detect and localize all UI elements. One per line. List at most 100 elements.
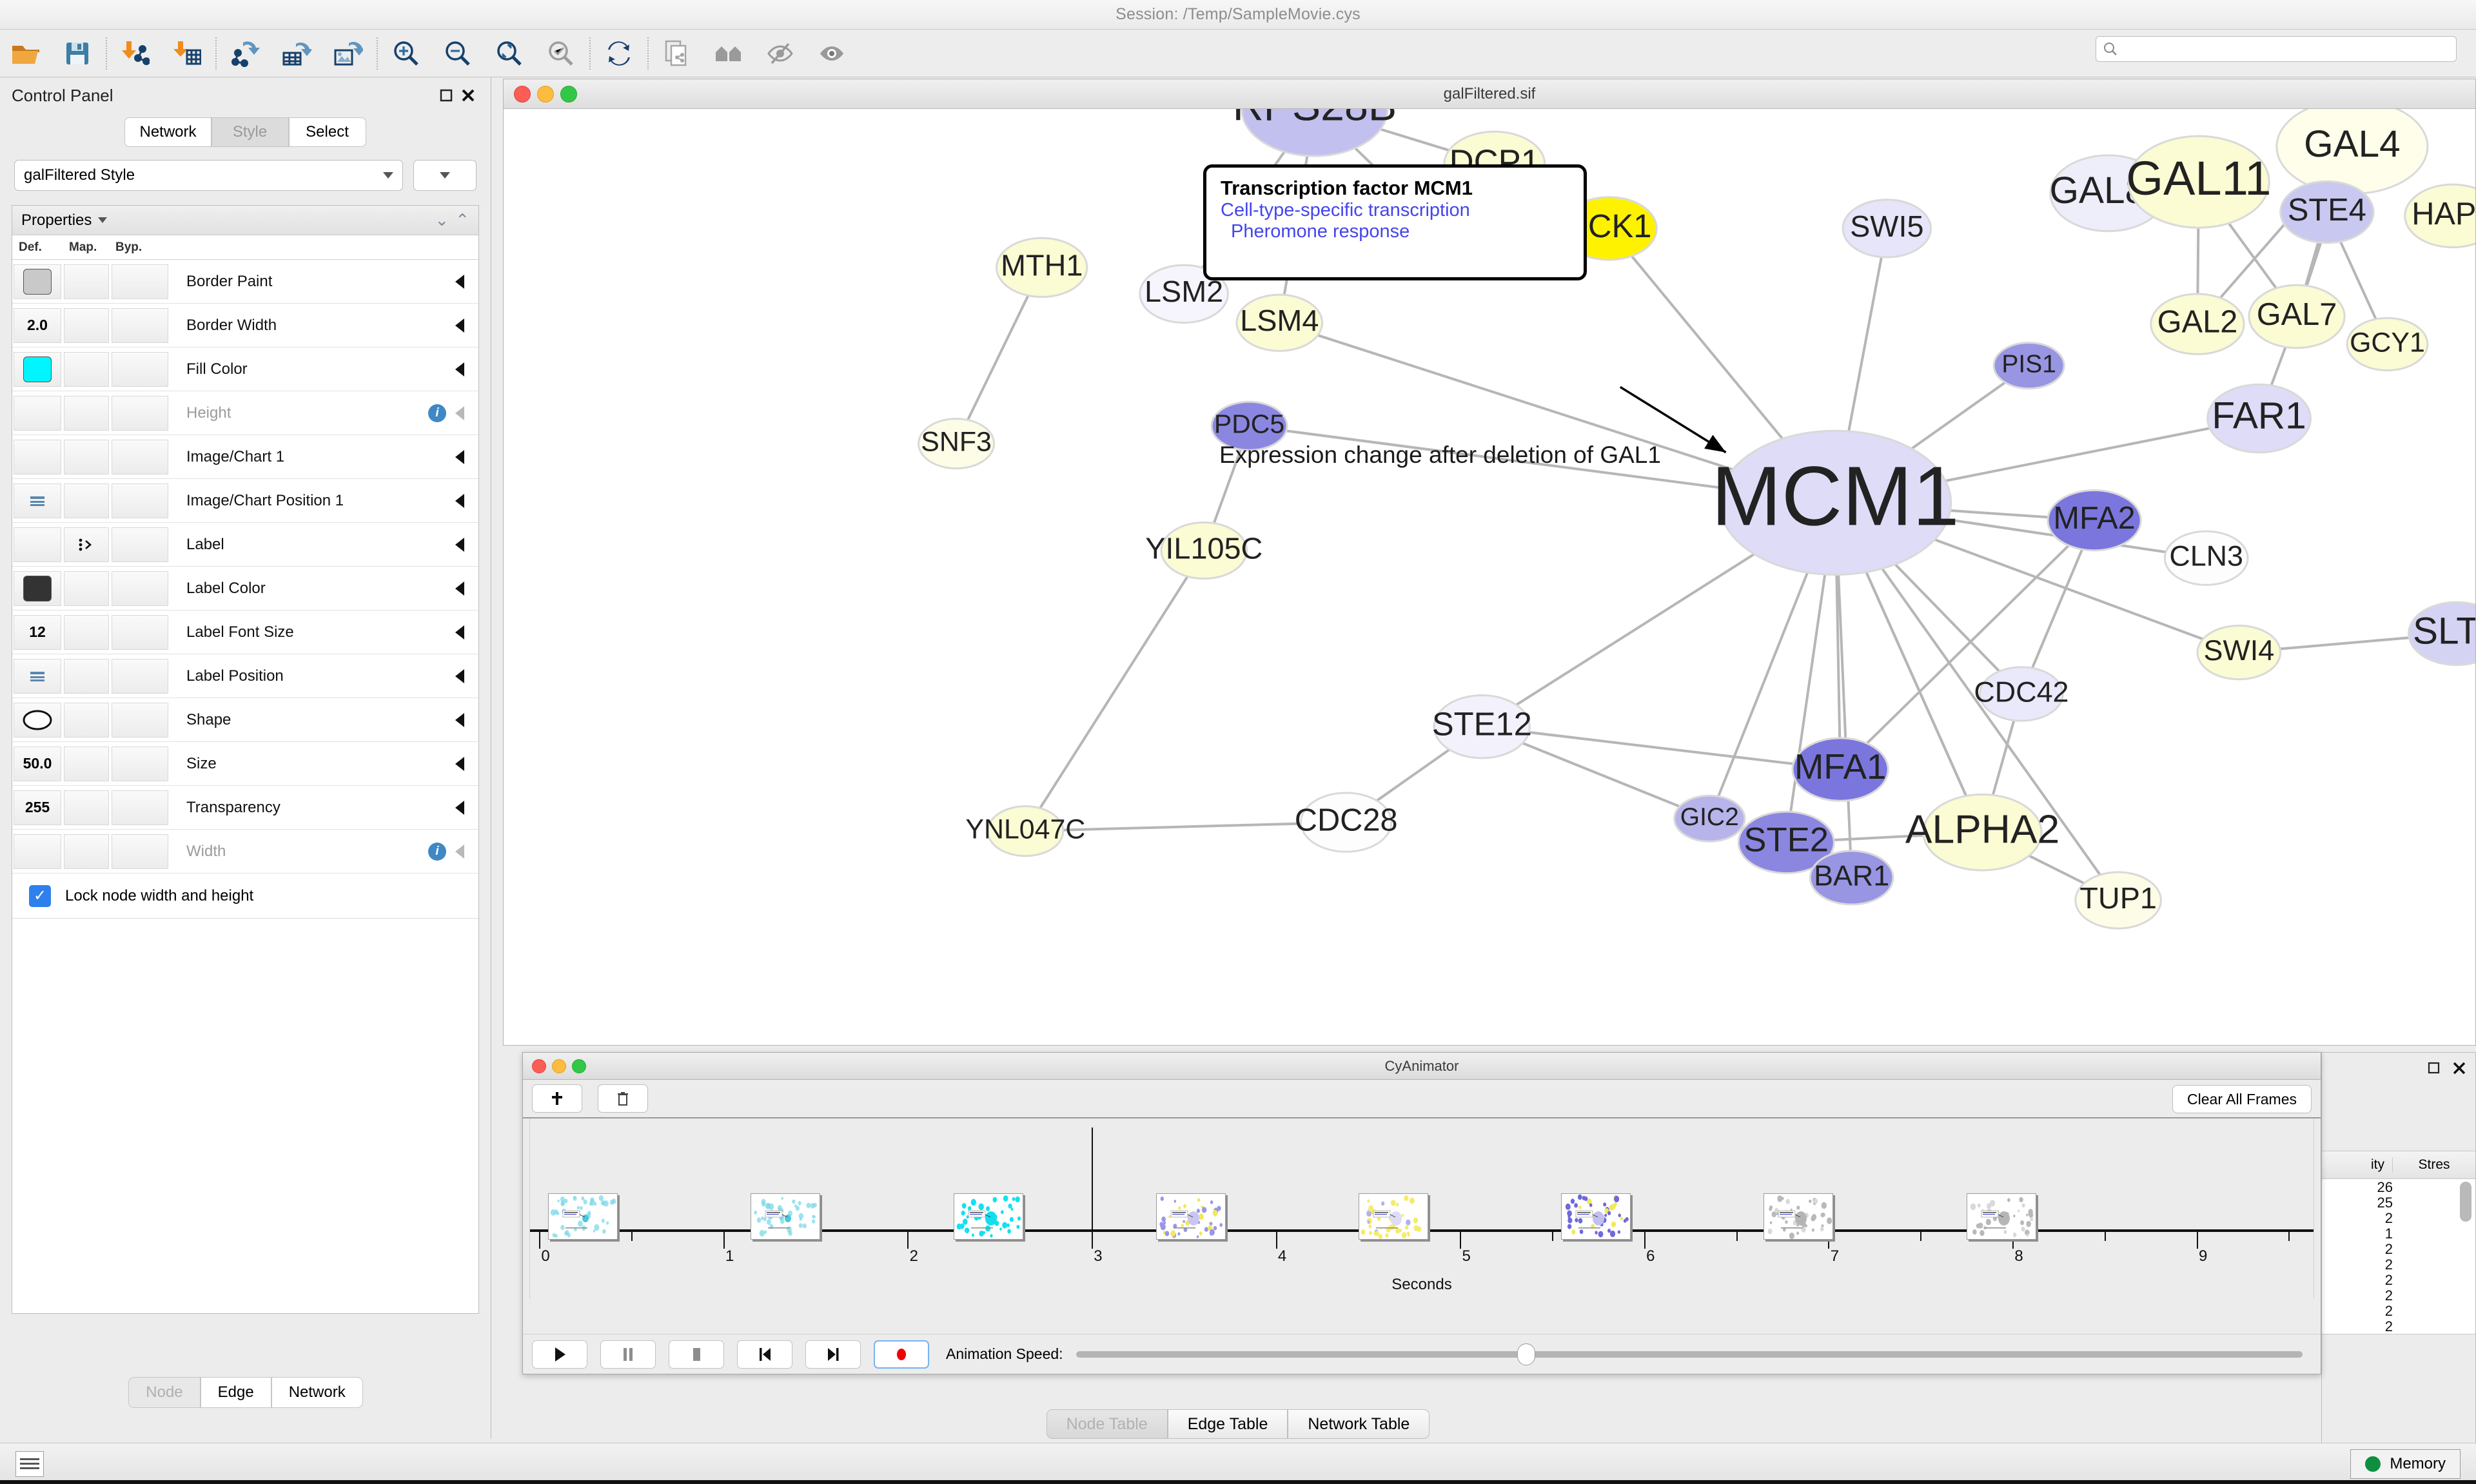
table-row[interactable]: 26 <box>2377 1179 2393 1195</box>
import-network-icon[interactable] <box>110 30 161 77</box>
graph-node-hap2[interactable]: HAP2 <box>2404 183 2475 249</box>
minimize-button[interactable] <box>552 1059 566 1073</box>
graph-node-mth1[interactable]: MTH1 <box>996 237 1088 298</box>
property-bypass-value[interactable] <box>112 614 168 650</box>
graph-node-tup1[interactable]: TUP1 <box>2074 871 2162 930</box>
tab-edge[interactable]: Edge <box>200 1377 271 1408</box>
info-icon[interactable]: i <box>428 842 446 861</box>
refresh-icon[interactable] <box>593 30 645 77</box>
animation-speed-slider[interactable] <box>1076 1343 2303 1365</box>
tab-select[interactable]: Select <box>288 117 366 147</box>
property-row-border-width[interactable]: 2.0 Border Width <box>12 304 478 347</box>
graph-node-mcm1[interactable]: MCM1 <box>1711 429 1960 576</box>
property-mapping-value[interactable] <box>64 790 109 825</box>
expand-arrow-icon[interactable] <box>455 493 464 508</box>
property-mapping-value[interactable] <box>64 571 109 606</box>
trash-icon[interactable] <box>598 1084 648 1113</box>
graph-node-ynl047c[interactable]: YNL047C <box>965 805 1085 857</box>
play-button[interactable] <box>532 1340 587 1369</box>
network-canvas[interactable]: RPS28BDCP1RPS28ADMC1PCK1SWI5GAL80GAL11GA… <box>504 109 2475 1045</box>
property-mapping-value[interactable] <box>64 702 109 737</box>
graph-node-gal7[interactable]: GAL7 <box>2248 284 2346 349</box>
property-row-label-font-size[interactable]: 12 Label Font Size <box>12 610 478 654</box>
property-default-value[interactable]: 50.0 <box>14 746 61 781</box>
expand-arrow-icon[interactable] <box>455 756 464 771</box>
property-mapping-value[interactable] <box>64 658 109 694</box>
plus-icon[interactable] <box>532 1084 582 1113</box>
clear-all-frames-button[interactable]: Clear All Frames <box>2172 1085 2312 1113</box>
expand-arrow-icon[interactable] <box>455 537 464 552</box>
graph-node-pis1[interactable]: PIS1 <box>1992 342 2065 390</box>
property-row-label-position[interactable]: Label Position <box>12 654 478 698</box>
zoom-selected-icon[interactable] <box>535 30 587 77</box>
property-mapping-value[interactable] <box>64 308 109 343</box>
graph-node-alpha2[interactable]: ALPHA2 <box>1905 793 2059 872</box>
property-row-shape[interactable]: Shape <box>12 698 478 742</box>
expand-arrow-icon[interactable] <box>455 405 464 420</box>
property-bypass-value[interactable] <box>112 439 168 474</box>
property-default-value[interactable] <box>14 395 61 431</box>
memory-button[interactable]: Memory <box>2350 1449 2461 1479</box>
annotation-box[interactable]: Transcription factor MCM1 Cell-type-spec… <box>1203 164 1587 280</box>
property-row-width[interactable]: Width i <box>12 830 478 874</box>
stop-button[interactable] <box>669 1340 724 1369</box>
graph-node-yil105c[interactable]: YIL105C <box>1145 521 1263 580</box>
close-icon[interactable] <box>2452 1061 2466 1079</box>
search-input[interactable] <box>2118 41 2450 57</box>
show-all-icon[interactable] <box>806 30 858 77</box>
table-scrollbar[interactable] <box>2460 1182 2471 1222</box>
property-row-border-paint[interactable]: Border Paint <box>12 260 478 304</box>
lock-node-size-checkbox[interactable]: ✓ <box>29 884 51 907</box>
style-options-button[interactable] <box>413 160 477 191</box>
animation-frame-thumbnail[interactable] <box>1155 1193 1226 1240</box>
graph-node-lsm2[interactable]: LSM2 <box>1139 264 1229 324</box>
property-row-fill-color[interactable]: Fill Color <box>12 347 478 391</box>
maximize-button[interactable] <box>560 85 577 103</box>
first-frame-button[interactable] <box>737 1340 792 1369</box>
expand-arrow-icon[interactable] <box>455 669 464 683</box>
property-mapping-value[interactable] <box>64 527 109 562</box>
property-default-value[interactable] <box>14 658 61 694</box>
column-header-stress[interactable]: Stres <box>2418 1157 2450 1172</box>
tab-network[interactable]: Network <box>124 117 211 147</box>
animation-frame-thumbnail[interactable] <box>1966 1193 2036 1240</box>
property-bypass-value[interactable] <box>112 790 168 825</box>
tab-network-table[interactable]: Network Table <box>1288 1409 1430 1439</box>
graph-node-pdc5[interactable]: PDC5 <box>1210 400 1288 451</box>
property-default-value[interactable] <box>14 527 61 562</box>
graph-edge[interactable] <box>955 267 1043 445</box>
property-mapping-value[interactable] <box>64 746 109 781</box>
property-bypass-value[interactable] <box>112 658 168 694</box>
expand-arrow-icon[interactable] <box>455 800 464 815</box>
property-default-value[interactable] <box>14 571 61 606</box>
save-icon[interactable] <box>52 30 103 77</box>
chevrons-up-icon[interactable]: ⌃ <box>455 210 469 229</box>
property-bypass-value[interactable] <box>112 746 168 781</box>
last-frame-button[interactable] <box>805 1340 861 1369</box>
graph-edge[interactable] <box>1025 821 1346 833</box>
close-button[interactable] <box>532 1059 546 1073</box>
expand-arrow-icon[interactable] <box>455 449 464 464</box>
property-bypass-value[interactable] <box>112 351 168 387</box>
zoom-fit-icon[interactable] <box>484 30 535 77</box>
table-row[interactable]: 2 <box>2384 1256 2393 1273</box>
property-row-label-color[interactable]: Label Color <box>12 567 478 610</box>
graph-node-cln3[interactable]: CLN3 <box>2163 530 2249 586</box>
property-default-value[interactable] <box>14 702 61 737</box>
graph-edge[interactable] <box>1024 549 1205 832</box>
tab-node-table[interactable]: Node Table <box>1046 1409 1168 1439</box>
property-bypass-value[interactable] <box>112 527 168 562</box>
property-default-value[interactable] <box>14 351 61 387</box>
graph-node-ste2[interactable]: STE2 <box>1737 810 1835 874</box>
search-box[interactable] <box>2096 36 2457 62</box>
export-network-icon[interactable] <box>219 30 271 77</box>
close-icon[interactable] <box>457 84 479 106</box>
list-icon[interactable] <box>15 1450 44 1477</box>
graph-node-far1[interactable]: FAR1 <box>2206 383 2312 454</box>
graph-edge[interactable] <box>1482 725 1841 771</box>
animation-frame-thumbnail[interactable] <box>1359 1193 1429 1240</box>
style-select[interactable]: galFiltered Style <box>14 160 403 191</box>
expand-arrow-icon[interactable] <box>455 712 464 727</box>
hide-selected-icon[interactable] <box>754 30 806 77</box>
property-bypass-value[interactable] <box>112 702 168 737</box>
